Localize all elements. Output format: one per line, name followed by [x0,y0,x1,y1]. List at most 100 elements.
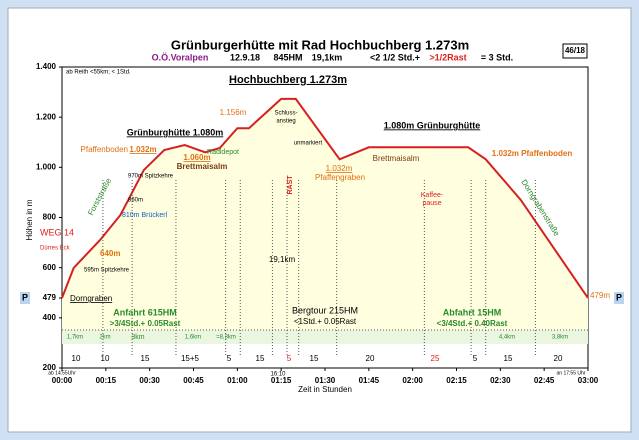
x-tick-label: 02:30 [490,376,511,385]
x-tick-label: 01:00 [227,376,248,385]
annotation: Anfahrt 615HM [113,307,177,317]
annotation: 15 [141,354,150,363]
annotation: unmarkiert [294,141,323,147]
parking-box [20,292,30,305]
x-tick-label: 02:15 [446,376,467,385]
x-tick-label: 01:30 [315,376,336,385]
annotation: 15+5 [181,354,200,363]
subtitle-part: = 3 Std. [481,52,513,62]
y-tick-label: 600 [43,263,57,272]
parking-label: P [22,292,28,302]
annotation: Schluss- [274,111,297,117]
y-tick-label: 479 [43,293,57,302]
annotation: Dürres Eck [40,246,71,252]
annotation: 595m Spitzkehre [84,268,130,274]
annotation: ab 14:55Uhr [48,370,76,376]
annotation: Pfaffenboden [81,145,128,154]
annotation: 5 [473,354,478,363]
y-tick-label: 1.000 [36,162,57,171]
annotation: Brettmaisalm [373,154,420,163]
subtitle-part: 845HM [273,52,302,62]
x-tick-label: 00:30 [139,376,160,385]
annotation: Dorngraben [70,294,112,303]
annotation: 1.032m [326,164,353,173]
annotation: 15 [256,354,265,363]
annotation: 479m [590,291,610,300]
annotation: 16:10 [270,372,286,378]
annotation: 1.156m [220,108,247,117]
annotation: 2km [99,335,110,341]
annotation: Abfahrt 15HM [443,307,502,317]
annotation: Radldepot [207,149,239,156]
x-tick-label: 00:15 [96,376,117,385]
annotation: Pfaffengraben [315,173,365,182]
badge-box [562,43,588,59]
subtitle-part: O.Ö.Voralpen [152,52,209,62]
parking-box [614,292,624,305]
annotation: Grünburghütte 1.080m [127,127,224,137]
annotation: ab Reith <55km; < 1Std. [66,70,131,76]
annotation: 640m [100,249,120,258]
annotation: 1,7km [67,335,83,341]
subtitle-part: <2 1/2 Std.+ [370,52,420,62]
y-tick-label: 800 [43,213,57,222]
x-tick-label: 00:45 [183,376,204,385]
annotation: >3/4Std.+ 0.05Rast [110,319,181,328]
annotation: <3/4Std.+ 0.40Rast [437,319,508,328]
x-tick-label: 02:00 [402,376,423,385]
annotation: anstieg [276,119,295,125]
annotation: 19,1km [269,255,296,264]
x-tick-label: 02:45 [534,376,555,385]
y-axis-title: Höhen in m [25,199,34,240]
info-band [62,330,588,344]
annotation: 860m [128,198,143,204]
subtitle-part: >1/2Rast [429,52,466,62]
subtitle-part: 19,1km [312,52,343,62]
annotation: 1.080m Grünburghütte [384,120,481,130]
annotation: 3,8km [552,335,568,341]
annotation: Kaffee- [421,192,444,199]
x-tick-label: 01:45 [359,376,380,385]
annotation: Hochbuchberg 1.273m [229,74,347,86]
annotation: 1.032m Pfaffenboden [492,149,573,158]
annotation: Brettmaisalm [177,162,228,171]
annotation: 810m Brückerl [122,212,168,219]
annotation: 20 [554,354,563,363]
annotation: 15 [504,354,513,363]
annotation: RAST [287,175,294,195]
annotation: 20 [366,354,375,363]
y-tick-label: 200 [43,363,57,372]
annotation: 1,6km [185,335,201,341]
annotation: <1Std.+ 0.05Rast [294,317,357,326]
subtitle-part: 12.9.18 [230,52,260,62]
x-axis-title: Zeit in Stunden [298,385,352,394]
annotation: WEG 14 [40,227,74,237]
y-tick-label: 1.400 [36,62,57,71]
annotation: 25 [431,354,440,363]
annotation: 1.060m [183,153,210,162]
parking-label: P [616,292,622,302]
badge: 46/18 [565,46,586,55]
annotation: 10 [101,354,110,363]
annotation: 10 [72,354,81,363]
x-tick-label: 01:15 [271,376,292,385]
lower-fill [62,298,588,330]
annotation: =8,3km [216,335,236,341]
y-tick-label: 400 [43,313,57,322]
annotation: 5 [227,354,232,363]
annotation: 5 [287,354,292,363]
y-tick-label: 1.200 [36,112,57,121]
annotation: 4,4km [499,335,515,341]
x-tick-label: 00:00 [52,376,73,385]
annotation: 970m Spitzkehre [128,174,174,180]
annotation: pause [422,200,441,207]
annotation: 1.032m [129,145,156,154]
x-tick-label: 03:00 [578,376,599,385]
annotation: an 17:55 Uhr [557,370,586,376]
annotation: 3km [131,334,144,341]
elevation-line [61,97,589,299]
annotation: Bergtour 215HM [292,305,358,315]
chart-title: Grünburgerhütte mit Rad Hochbuchberg 1.2… [171,37,469,52]
